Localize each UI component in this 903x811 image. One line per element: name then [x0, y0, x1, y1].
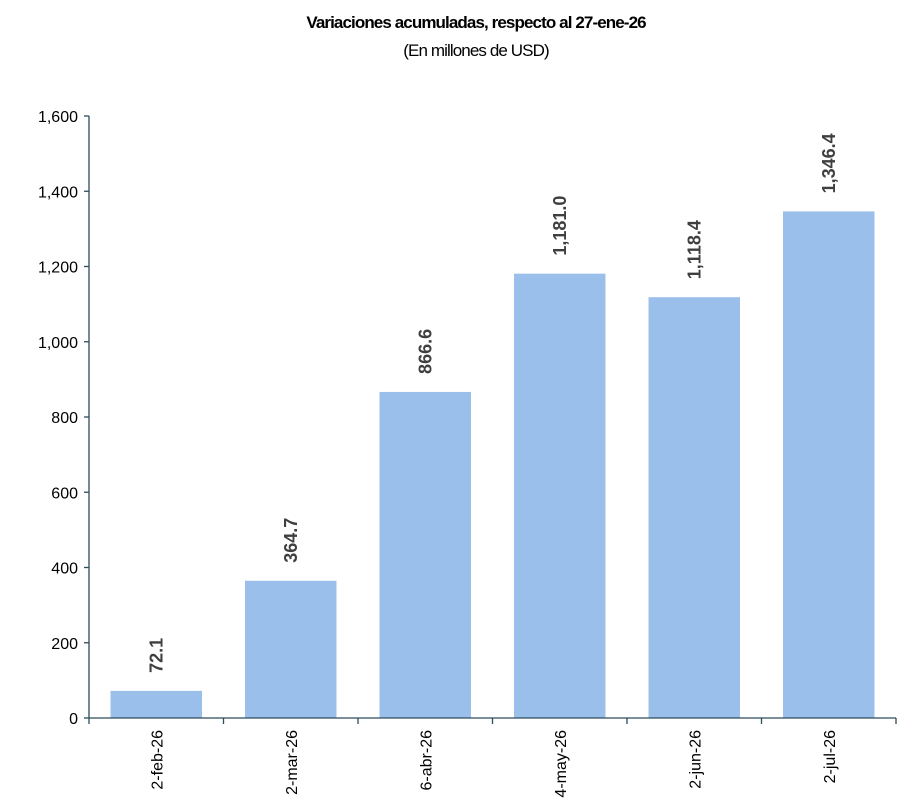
data-label: 1,346.4 — [819, 133, 839, 193]
x-tick-label: 2-jun-26 — [687, 730, 704, 789]
y-tick-label: 1,400 — [38, 184, 78, 201]
bar-2-mar-26 — [245, 580, 337, 718]
data-label: 1,118.4 — [684, 220, 704, 279]
x-tick-label: 2-jul-26 — [822, 730, 839, 783]
y-tick-label: 0 — [69, 711, 78, 728]
x-tick-label: 2-feb-26 — [149, 730, 166, 790]
y-tick-label: 800 — [51, 410, 78, 427]
data-label: 866.6 — [415, 329, 435, 374]
y-tick-label: 400 — [51, 561, 78, 578]
bar-4-may-26 — [514, 273, 606, 718]
y-tick-label: 600 — [51, 485, 78, 502]
x-tick-label: 4-may-26 — [553, 730, 570, 798]
bar-2-feb-26 — [110, 690, 202, 718]
x-tick-label: 2-mar-26 — [284, 730, 301, 795]
data-label: 1,181.0 — [550, 196, 570, 256]
chart-title: Variaciones acumuladas, respecto al 27-e… — [306, 13, 646, 32]
data-label: 364.7 — [281, 518, 301, 563]
y-tick-label: 1,000 — [38, 335, 78, 352]
y-tick-label: 1,600 — [38, 109, 78, 126]
bar-6-abr-26 — [379, 391, 471, 718]
plot-area: 0 200 400 600 800 1,000 1,200 1,400 1,600 2-feb-2… — [38, 109, 897, 798]
y-tick-label: 1,200 — [38, 260, 78, 277]
chart-subtitle: (En millones de USD) — [403, 41, 549, 60]
bar-2-jun-26 — [648, 297, 740, 718]
x-tick-label: 6-abr-26 — [418, 730, 435, 791]
bar-2-jul-26 — [783, 211, 875, 719]
data-label: 72.1 — [146, 638, 166, 673]
y-tick-label: 200 — [51, 636, 78, 653]
